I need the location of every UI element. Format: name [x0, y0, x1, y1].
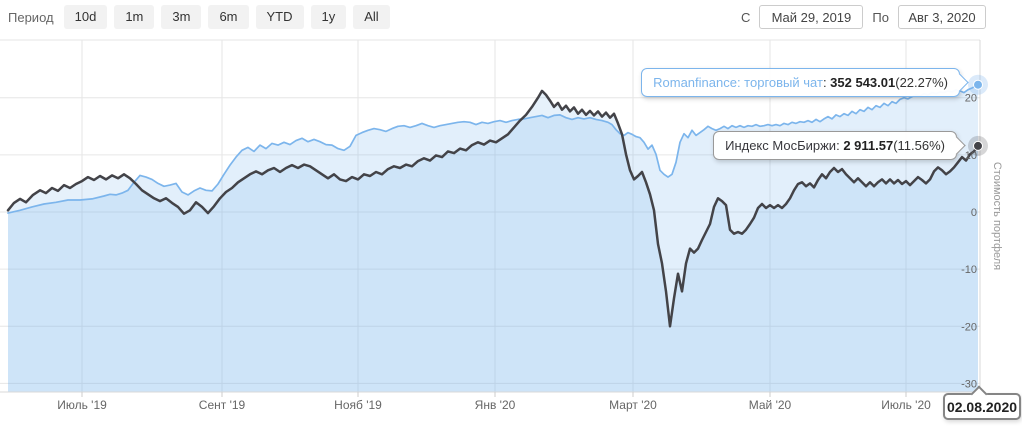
- period-button-3m[interactable]: 3m: [161, 5, 202, 29]
- period-button-10d[interactable]: 10d: [63, 5, 108, 29]
- date-from-label: С: [741, 9, 751, 25]
- period-button-1y[interactable]: 1y: [310, 5, 347, 29]
- y-tick-label: -30: [961, 378, 977, 390]
- y-tick-label: -20: [961, 321, 977, 333]
- y-tick-label: 10: [965, 150, 977, 162]
- y-tick-label: -10: [961, 264, 977, 276]
- series-line: [6, 89, 980, 328]
- tooltip-index-separator: :: [836, 138, 844, 153]
- date-to-input[interactable]: [898, 5, 986, 29]
- series-end-marker[interactable]: [973, 79, 983, 90]
- tooltip-index-series-name: Индекс МосБиржи: [725, 138, 837, 153]
- tooltip-portfolio-separator: :: [822, 75, 831, 90]
- y-tick-label: 20: [965, 93, 977, 105]
- tooltip-index-percent: (11.56%): [893, 138, 945, 153]
- period-button-all[interactable]: All: [353, 5, 390, 29]
- x-tick-label: Май '20: [749, 398, 792, 412]
- x-tick-label: Сент '19: [199, 398, 246, 412]
- period-button-6m[interactable]: 6m: [208, 5, 249, 29]
- date-to-label: По: [872, 9, 889, 25]
- y-tick-label: 0: [971, 207, 977, 219]
- series-line: [7, 83, 979, 214]
- date-from-input[interactable]: [759, 5, 864, 29]
- tooltip-portfolio-value: 352 543.01: [830, 75, 896, 90]
- tooltip-portfolio-series-name: Romanfinance: торговый чат: [653, 75, 823, 90]
- period-label: Период: [8, 9, 54, 25]
- x-tick-label: Июль '20: [881, 398, 931, 412]
- y-axis-title: Стоимость портфеля: [991, 162, 1003, 270]
- series-fill-0: [8, 90, 978, 393]
- period-buttons: 10d 1m 3m 6m YTD 1y All: [63, 5, 390, 29]
- series-end-marker[interactable]: [973, 140, 983, 151]
- crosshair-date-badge: 02.08.2020: [943, 385, 1021, 420]
- x-tick-label: Июль '19: [57, 398, 107, 412]
- x-tick-label: Янв '20: [475, 398, 516, 412]
- tooltip-portfolio: Romanfinance: торговый чат: 352 543.01(2…: [641, 68, 969, 97]
- period-button-1m[interactable]: 1m: [114, 5, 155, 29]
- series-fill-1: [8, 84, 978, 392]
- period-button-ytd[interactable]: YTD: [255, 5, 304, 29]
- crosshair-date-text: 02.08.2020: [946, 398, 1018, 415]
- tooltip-portfolio-percent: (22.27%): [895, 75, 948, 90]
- tooltip-index-value: 2 911.57: [843, 138, 894, 153]
- x-tick-label: Март '20: [609, 398, 657, 412]
- x-tick-label: Нояб '19: [334, 398, 382, 412]
- tooltip-index: Индекс МосБиржи: 2 911.57(11.56%): [713, 131, 966, 160]
